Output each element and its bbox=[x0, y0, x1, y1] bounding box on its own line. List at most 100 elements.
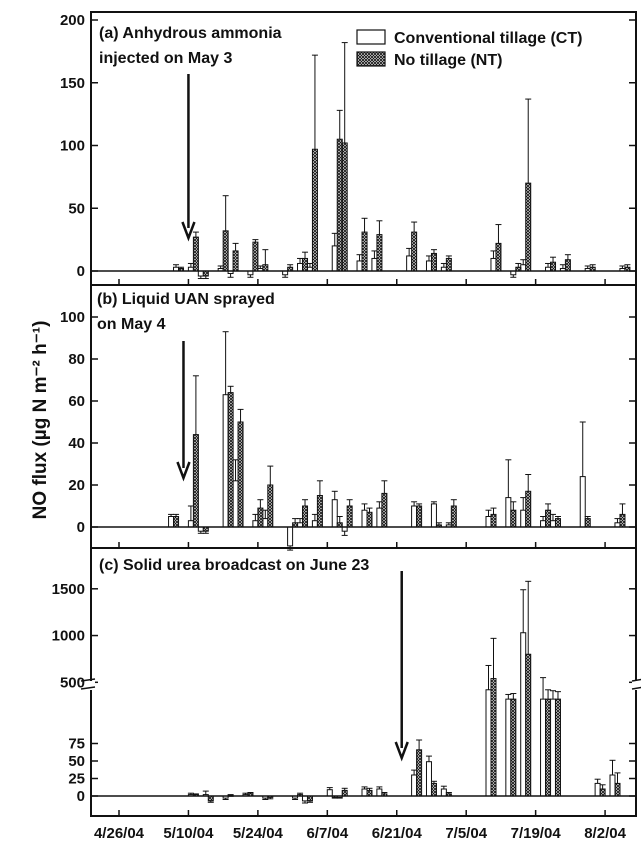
bar-a-nt-14 bbox=[411, 231, 418, 272]
y-tick-label-c-1000: 1000 bbox=[52, 628, 85, 645]
bar-b-nt-4 bbox=[237, 421, 244, 528]
bar-a-ct-10 bbox=[331, 245, 338, 272]
panel-label-b-line-1: on May 4 bbox=[97, 316, 166, 333]
x-tick-label-5: 7/5/04 bbox=[445, 825, 487, 842]
axis-break-mark-lower-1 bbox=[631, 686, 641, 690]
bar-b-nt-16 bbox=[450, 505, 457, 528]
bar-a-nt-16 bbox=[445, 257, 452, 272]
bar-c-nt-18 bbox=[554, 698, 561, 797]
axis-break-mark-upper-0 bbox=[80, 678, 96, 682]
bar-a-nt-5 bbox=[252, 241, 259, 272]
bar-c-ct-7 bbox=[326, 789, 333, 797]
bar-a-nt-6 bbox=[262, 264, 269, 272]
bar-b-ct-17 bbox=[485, 516, 492, 528]
bar-b-ct-0 bbox=[168, 516, 175, 528]
bar-a-nt-3 bbox=[222, 230, 229, 272]
y-tick-label-a-100: 100 bbox=[60, 138, 85, 155]
bar-a-ct-17 bbox=[490, 257, 497, 272]
bar-c-nt-12 bbox=[430, 782, 437, 797]
bar-b-ct-22 bbox=[579, 476, 586, 528]
bar-c-ct-10 bbox=[376, 788, 383, 797]
bar-a-ct-14 bbox=[406, 255, 413, 272]
bar-b-nt-23 bbox=[619, 513, 626, 528]
bar-b-ct-19 bbox=[520, 509, 527, 528]
y-tick-label-b-40: 40 bbox=[68, 435, 85, 452]
bar-a-ct-15 bbox=[425, 260, 432, 272]
bar-b-ct-12 bbox=[361, 509, 368, 528]
bar-b-nt-22 bbox=[584, 518, 591, 528]
bar-c-nt-20 bbox=[614, 782, 621, 797]
bar-b-ct-15 bbox=[430, 503, 437, 528]
bar-b-ct-5 bbox=[252, 520, 259, 528]
bar-c-ct-12 bbox=[425, 761, 432, 797]
y-tick-label-c-0: 0 bbox=[77, 788, 85, 805]
bar-a-ct-8 bbox=[297, 262, 304, 272]
bar-c-nt-17 bbox=[545, 698, 552, 797]
bar-b-ct-4 bbox=[232, 480, 239, 528]
bar-b-ct-1 bbox=[187, 520, 194, 528]
bar-c-nt-8 bbox=[341, 789, 348, 797]
y-tick-label-c-500: 500 bbox=[60, 674, 85, 691]
x-tick-label-1: 5/10/04 bbox=[163, 825, 214, 842]
arrow-head-a bbox=[181, 221, 196, 242]
panel-label-b-line-0: (b) Liquid UAN sprayed bbox=[97, 291, 275, 308]
y-tick-label-b-60: 60 bbox=[68, 393, 85, 410]
bar-c-ct-14 bbox=[485, 689, 492, 797]
y-tick-label-c-75: 75 bbox=[68, 736, 85, 753]
bar-c-nt-15 bbox=[510, 698, 517, 797]
bar-c-nt-19 bbox=[599, 788, 606, 797]
bar-b-nt-14 bbox=[416, 505, 423, 528]
legend-label-nt: No tillage (NT) bbox=[394, 52, 502, 69]
bar-c-ct-9 bbox=[361, 788, 368, 797]
bar-b-ct-20 bbox=[540, 520, 547, 528]
x-tick-label-2: 5/24/04 bbox=[233, 825, 284, 842]
x-tick-label-4: 6/21/04 bbox=[372, 825, 423, 842]
bar-c-nt-16 bbox=[525, 653, 532, 797]
bar-a-nt-1 bbox=[192, 236, 199, 272]
bar-a-ct-19 bbox=[520, 264, 527, 272]
x-tick-label-7: 8/2/04 bbox=[584, 825, 626, 842]
axis-break-mark-lower-0 bbox=[80, 686, 96, 690]
y-tick-label-a-0: 0 bbox=[77, 263, 85, 280]
bar-b-ct-6 bbox=[262, 518, 269, 528]
x-tick-label-0: 4/26/04 bbox=[94, 825, 145, 842]
axis-break-gap-0 bbox=[81, 681, 95, 690]
bar-a-nt-21 bbox=[564, 259, 571, 272]
bar-b-nt-11 bbox=[346, 505, 353, 528]
bar-b-ct-21 bbox=[549, 520, 556, 528]
bar-c-ct-19 bbox=[594, 782, 601, 797]
bar-b-ct-10 bbox=[331, 499, 338, 528]
bar-b-nt-9 bbox=[316, 495, 323, 528]
bar-c-ct-13 bbox=[440, 788, 447, 797]
bar-b-nt-8 bbox=[302, 505, 309, 528]
y-tick-label-c-50: 50 bbox=[68, 753, 85, 770]
bar-b-nt-17 bbox=[490, 513, 497, 528]
bar-b-ct-3 bbox=[222, 394, 229, 528]
bar-a-nt-20 bbox=[550, 261, 557, 272]
axis-break-gap-1 bbox=[632, 681, 641, 690]
y-tick-label-c-25: 25 bbox=[68, 771, 85, 788]
legend-swatch-nt bbox=[356, 51, 386, 67]
bar-b-ct-7 bbox=[287, 526, 294, 547]
bar-b-nt-5 bbox=[257, 507, 264, 528]
bar-a-nt-2 bbox=[202, 270, 209, 277]
bar-b-ct-14 bbox=[411, 505, 418, 528]
bar-a-nt-15 bbox=[430, 252, 437, 272]
bar-b-ct-13 bbox=[376, 507, 383, 528]
bar-c-ct-18 bbox=[549, 698, 556, 797]
bar-b-ct-18 bbox=[505, 497, 512, 528]
bar-b-ct-9 bbox=[311, 520, 318, 528]
bar-c-ct-20 bbox=[609, 774, 616, 797]
y-axis-label: NO flux (µg N m⁻² h⁻¹) bbox=[30, 321, 51, 520]
bar-b-nt-18 bbox=[510, 509, 517, 528]
bar-a-nt-12 bbox=[361, 231, 368, 272]
panel-frame-b bbox=[90, 284, 637, 549]
bar-c-ct-16 bbox=[520, 632, 527, 797]
bar-a-ct-2 bbox=[197, 270, 204, 277]
bar-a-nt-9 bbox=[311, 148, 318, 272]
bar-b-nt-13 bbox=[381, 492, 388, 528]
legend-swatch-ct bbox=[356, 29, 386, 45]
arrow-head-c bbox=[394, 741, 409, 762]
panel-label-a-line-1: injected on May 3 bbox=[99, 50, 232, 67]
